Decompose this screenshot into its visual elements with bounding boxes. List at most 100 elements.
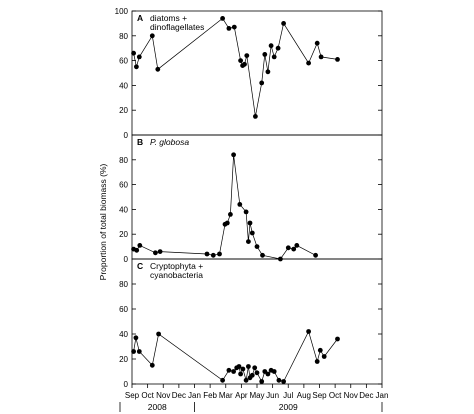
panel-label: cyanobacteria (150, 270, 203, 280)
data-point (314, 359, 320, 364)
y-tick-label: 80 (119, 32, 128, 41)
data-point (271, 54, 277, 60)
panel-letter: C (137, 261, 143, 271)
y-tick-label: 60 (119, 181, 128, 190)
data-point (149, 362, 155, 368)
data-point (246, 239, 251, 245)
data-point (249, 372, 255, 378)
data-point (306, 329, 311, 334)
panel-a: 0 20 40 60 80 100 A diatoms +dinoflagellates (115, 7, 383, 140)
data-point (306, 60, 311, 66)
data-point (136, 349, 142, 354)
y-tick-label: 80 (119, 280, 128, 289)
data-point (231, 24, 237, 30)
data-point (254, 244, 260, 250)
x-tick-label: Jun (266, 391, 279, 400)
series-line (133, 154, 316, 260)
x-tick-label: Sep (312, 391, 327, 400)
data-point (243, 377, 249, 383)
data-point (244, 53, 250, 58)
data-point (247, 220, 253, 226)
data-point (246, 364, 251, 369)
x-tick-label: Jan (188, 391, 201, 400)
data-point (260, 252, 265, 258)
y-tick-label: 60 (119, 57, 128, 66)
data-point (153, 250, 158, 256)
data-point (133, 335, 139, 341)
data-point (131, 349, 137, 354)
y-tick-label: 40 (119, 205, 128, 214)
data-point (291, 246, 297, 252)
data-point (313, 252, 318, 258)
data-point (259, 379, 265, 384)
data-point (294, 243, 300, 248)
data-point (249, 230, 255, 236)
x-tick-label: Dec (359, 391, 373, 400)
data-point (252, 365, 258, 371)
x-tick-label: Nov (344, 391, 358, 400)
y-tick-label: 60 (119, 305, 128, 314)
y-tick-label: 0 (124, 131, 129, 140)
data-point (220, 377, 226, 383)
data-point (318, 54, 324, 60)
y-tick-label: 40 (119, 81, 128, 90)
panel-label: P. globosa (150, 137, 189, 147)
data-point (317, 347, 323, 353)
data-point (259, 80, 265, 86)
data-point (254, 370, 260, 376)
y-tick-label: 20 (119, 230, 128, 239)
data-point (210, 252, 216, 258)
data-point (236, 364, 242, 369)
panel-label: diatoms + (150, 13, 187, 23)
panel-c: 0 20 40 60 80 C Cryptophyta +cyanobacteria (119, 258, 383, 389)
x-tick-label: Aug (297, 391, 311, 400)
x-tick-label: Nov (156, 391, 170, 400)
data-point (240, 366, 246, 372)
data-point (281, 379, 286, 384)
panel-letter: B (137, 137, 143, 147)
data-point (265, 371, 271, 377)
data-point (335, 336, 340, 342)
series-line (133, 17, 338, 117)
data-point (276, 377, 282, 383)
x-tick-label: Mar (219, 391, 233, 400)
data-point (149, 33, 155, 39)
x-tick-label: Oct (141, 391, 154, 400)
data-point (136, 54, 142, 60)
x-tick-label: Feb (203, 391, 217, 400)
panel-b: 0 20 40 60 80 B P. globosa (119, 134, 383, 264)
data-point (268, 43, 274, 49)
x-tick-label: Sep (125, 391, 140, 400)
data-point (134, 64, 139, 70)
panel-letter: A (137, 13, 143, 23)
x-tick-label: Dec (172, 391, 186, 400)
data-point (204, 251, 210, 257)
year-label: 2009 (279, 402, 298, 412)
data-point (242, 61, 247, 67)
y-tick-label: 0 (124, 380, 129, 389)
y-tick-label: 20 (119, 355, 128, 364)
data-point (226, 26, 232, 31)
data-point (231, 152, 237, 158)
y-tick-label: 80 (119, 156, 128, 165)
x-tick-label: May (249, 391, 264, 400)
data-point (156, 331, 162, 337)
y-tick-label: 40 (119, 330, 128, 339)
data-point (220, 16, 226, 21)
x-tick-label: Jan (376, 391, 389, 400)
data-point (237, 202, 243, 207)
data-point (155, 66, 161, 72)
data-point (271, 369, 277, 374)
data-point (238, 371, 244, 377)
year-label: 2008 (148, 402, 167, 412)
data-point (238, 58, 244, 63)
x-tick-label: Apr (235, 391, 248, 400)
x-tick-label: Jul (283, 391, 293, 400)
data-point (226, 367, 232, 373)
y-tick-label: 100 (115, 7, 129, 16)
data-point (134, 247, 140, 253)
data-point (137, 243, 143, 248)
panel-label: dinoflagellates (150, 22, 204, 32)
data-point (335, 57, 340, 62)
panel-label: Cryptophyta + (150, 261, 203, 271)
